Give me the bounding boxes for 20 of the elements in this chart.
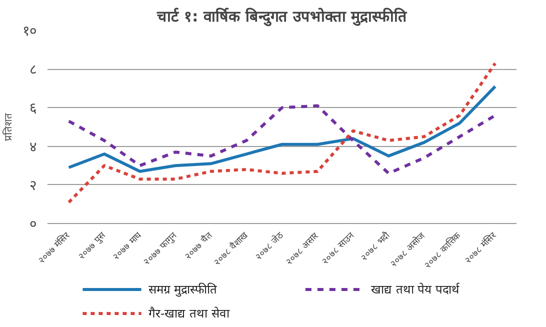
- chart-title: चार्ट १: वार्षिक बिन्दुगत उपभोक्ता मुद्रास्फीति: [156, 8, 408, 26]
- x-tick-label: २०७८ जेठ: [252, 228, 286, 263]
- x-tick-label: २०७८ मंसिर: [462, 230, 499, 266]
- x-tick-label: २०७७ चैत: [182, 228, 216, 262]
- x-tick-label: २०७७ मंसिर: [36, 230, 72, 266]
- y-tick-label: १०: [22, 22, 36, 38]
- y-tick-label: ४: [30, 138, 36, 154]
- x-tick-label: २०७७ माघ: [112, 230, 144, 263]
- line-series: [67, 84, 497, 173]
- legend-label: समग्र मुद्रास्फीति: [148, 282, 218, 298]
- y-tick-label: ८: [30, 61, 36, 78]
- line-series: [67, 104, 497, 175]
- x-tick-label: २०७७ पुस: [76, 230, 109, 262]
- y-tick-label: ६: [30, 100, 36, 116]
- legend-label: खाद्य तथा पेय पदार्थ: [371, 282, 461, 296]
- y-tick-label: ०: [30, 216, 36, 232]
- line-series: [67, 62, 497, 204]
- legend-label: गैर-खाद्य तथा सेवा: [148, 306, 230, 320]
- y-axis-title: प्रतिशत: [2, 113, 14, 141]
- y-tick-label: २: [30, 176, 36, 193]
